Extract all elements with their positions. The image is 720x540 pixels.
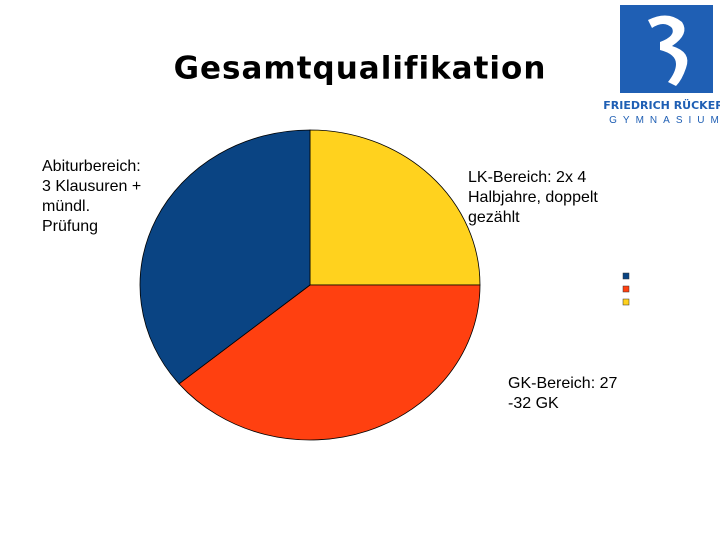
slice-label: Abiturbereich: 3 Klausuren + mündl. Prüf… [42, 158, 142, 235]
pie-slice [178, 284, 481, 441]
logo-subtitle: GYMNASIUM [609, 115, 720, 126]
legend-swatch [622, 285, 630, 293]
legend-swatch [622, 272, 630, 280]
slice-label: GK-Bereich: 27 -32 GK [508, 375, 618, 412]
logo-name: FRIEDRICH RÜCKERT [603, 98, 720, 112]
legend-swatch [622, 298, 630, 306]
pie-slice [139, 129, 311, 385]
logo: FRIEDRICH RÜCKERT GYMNASIUM [603, 5, 720, 126]
logo-mark [648, 15, 688, 87]
pie-slice [309, 129, 481, 286]
slice-label: LK-Bereich: 2x 4 Halbjahre, doppelt gezä… [468, 169, 598, 226]
chart-title: Gesamtqualifikation [174, 51, 547, 87]
